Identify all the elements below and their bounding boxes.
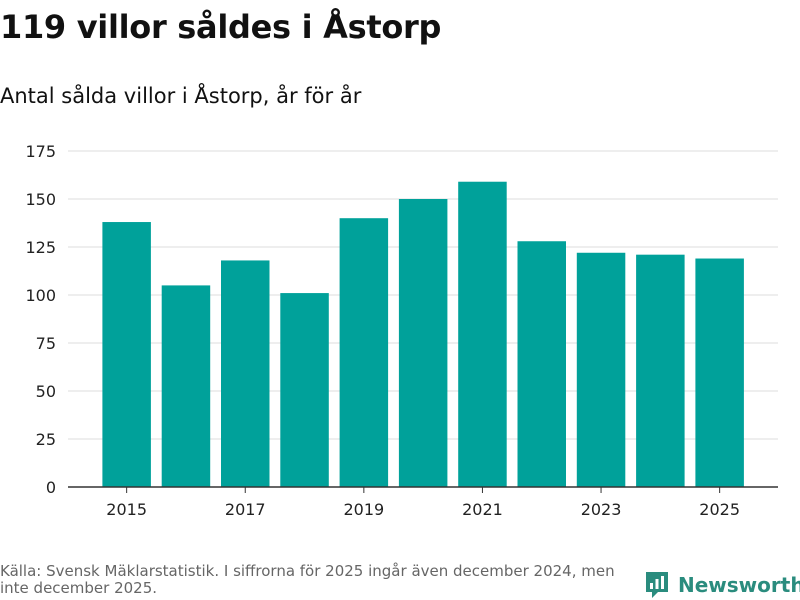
bar-2016 [161, 285, 211, 487]
y-tick-label-50: 50 [36, 382, 56, 401]
y-tick-label-100: 100 [25, 286, 56, 305]
x-tick-label-2023: 2023 [581, 500, 622, 519]
x-tick-label-2025: 2025 [699, 500, 740, 519]
brand-name: Newsworthy [678, 573, 800, 597]
y-tick-label-175: 175 [25, 142, 56, 161]
y-tick-label-25: 25 [36, 430, 56, 449]
bar-2021 [458, 181, 507, 487]
source-note: Källa: Svensk Mäklarstatistik. I siffror… [0, 562, 615, 597]
bar-2015 [102, 222, 151, 487]
brand-logo: Newsworthy [644, 570, 800, 600]
x-tick-label-2019: 2019 [343, 500, 384, 519]
bar-2024 [636, 254, 685, 487]
newsworthy-logo-icon [646, 572, 668, 598]
bar-2023 [576, 252, 626, 487]
x-tick-label-2017: 2017 [225, 500, 266, 519]
chart-title: 119 villor såldes i Åstorp [0, 8, 442, 46]
bar-2022 [517, 241, 566, 487]
chart-subtitle: Antal sålda villor i Åstorp, år för år [0, 84, 362, 108]
y-tick-label-150: 150 [25, 190, 56, 209]
bar-2020 [398, 199, 448, 487]
x-tick-label-2021: 2021 [462, 500, 503, 519]
x-tick-label-2015: 2015 [106, 500, 147, 519]
bar-2018 [280, 293, 329, 487]
bar-2025 [695, 258, 744, 487]
bar-2019 [339, 218, 389, 487]
y-tick-label-125: 125 [25, 238, 56, 257]
y-tick-label-75: 75 [36, 334, 56, 353]
bar-chart: 0 25 50 75 100 125 150 175 2015 2017 2019 2021 2023 2… [25, 142, 778, 519]
bar-2017 [221, 260, 270, 487]
y-tick-label-0: 0 [46, 478, 56, 497]
